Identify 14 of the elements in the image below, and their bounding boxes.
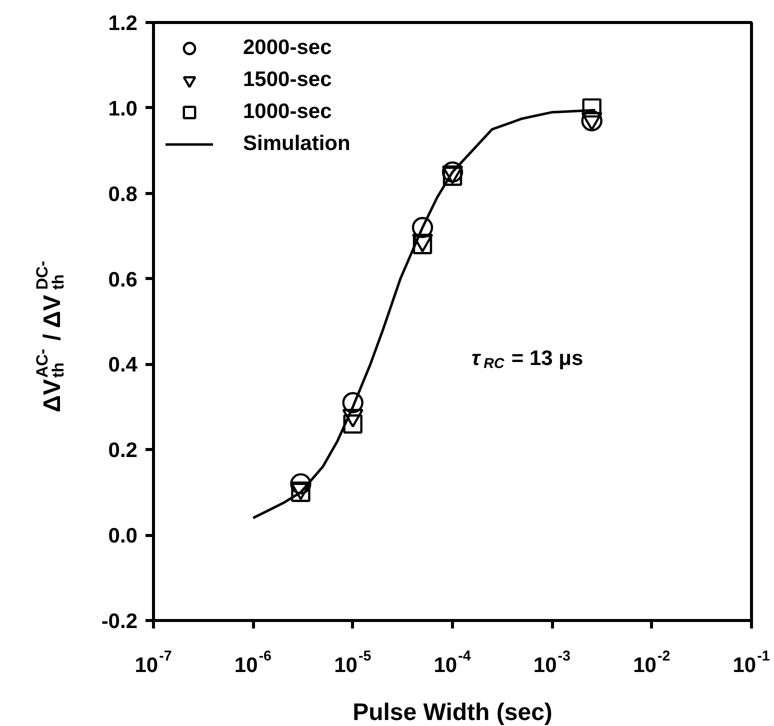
y-tick-label: 1.2 <box>108 12 138 35</box>
y-tick-label: -0.2 <box>101 610 138 633</box>
y-tick-label: 0.6 <box>108 268 138 292</box>
legend-label: Simulation <box>243 131 350 157</box>
y-tick-label: 0.8 <box>108 182 138 206</box>
legend-label: 2000-sec <box>243 35 332 61</box>
legend-label: 1000-sec <box>243 99 332 125</box>
y-tick-label: 0.4 <box>108 354 138 377</box>
x-axis-title: Pulse Width (sec) <box>352 699 552 726</box>
legend-label: 1500-sec <box>243 67 332 93</box>
y-tick-label: 0.0 <box>108 524 138 548</box>
y-tick-label: 1.0 <box>108 97 138 120</box>
y-tick-label: 0.2 <box>108 439 138 462</box>
y-axis-title: ΔVthAC- / ΔVthDC- <box>33 260 68 412</box>
